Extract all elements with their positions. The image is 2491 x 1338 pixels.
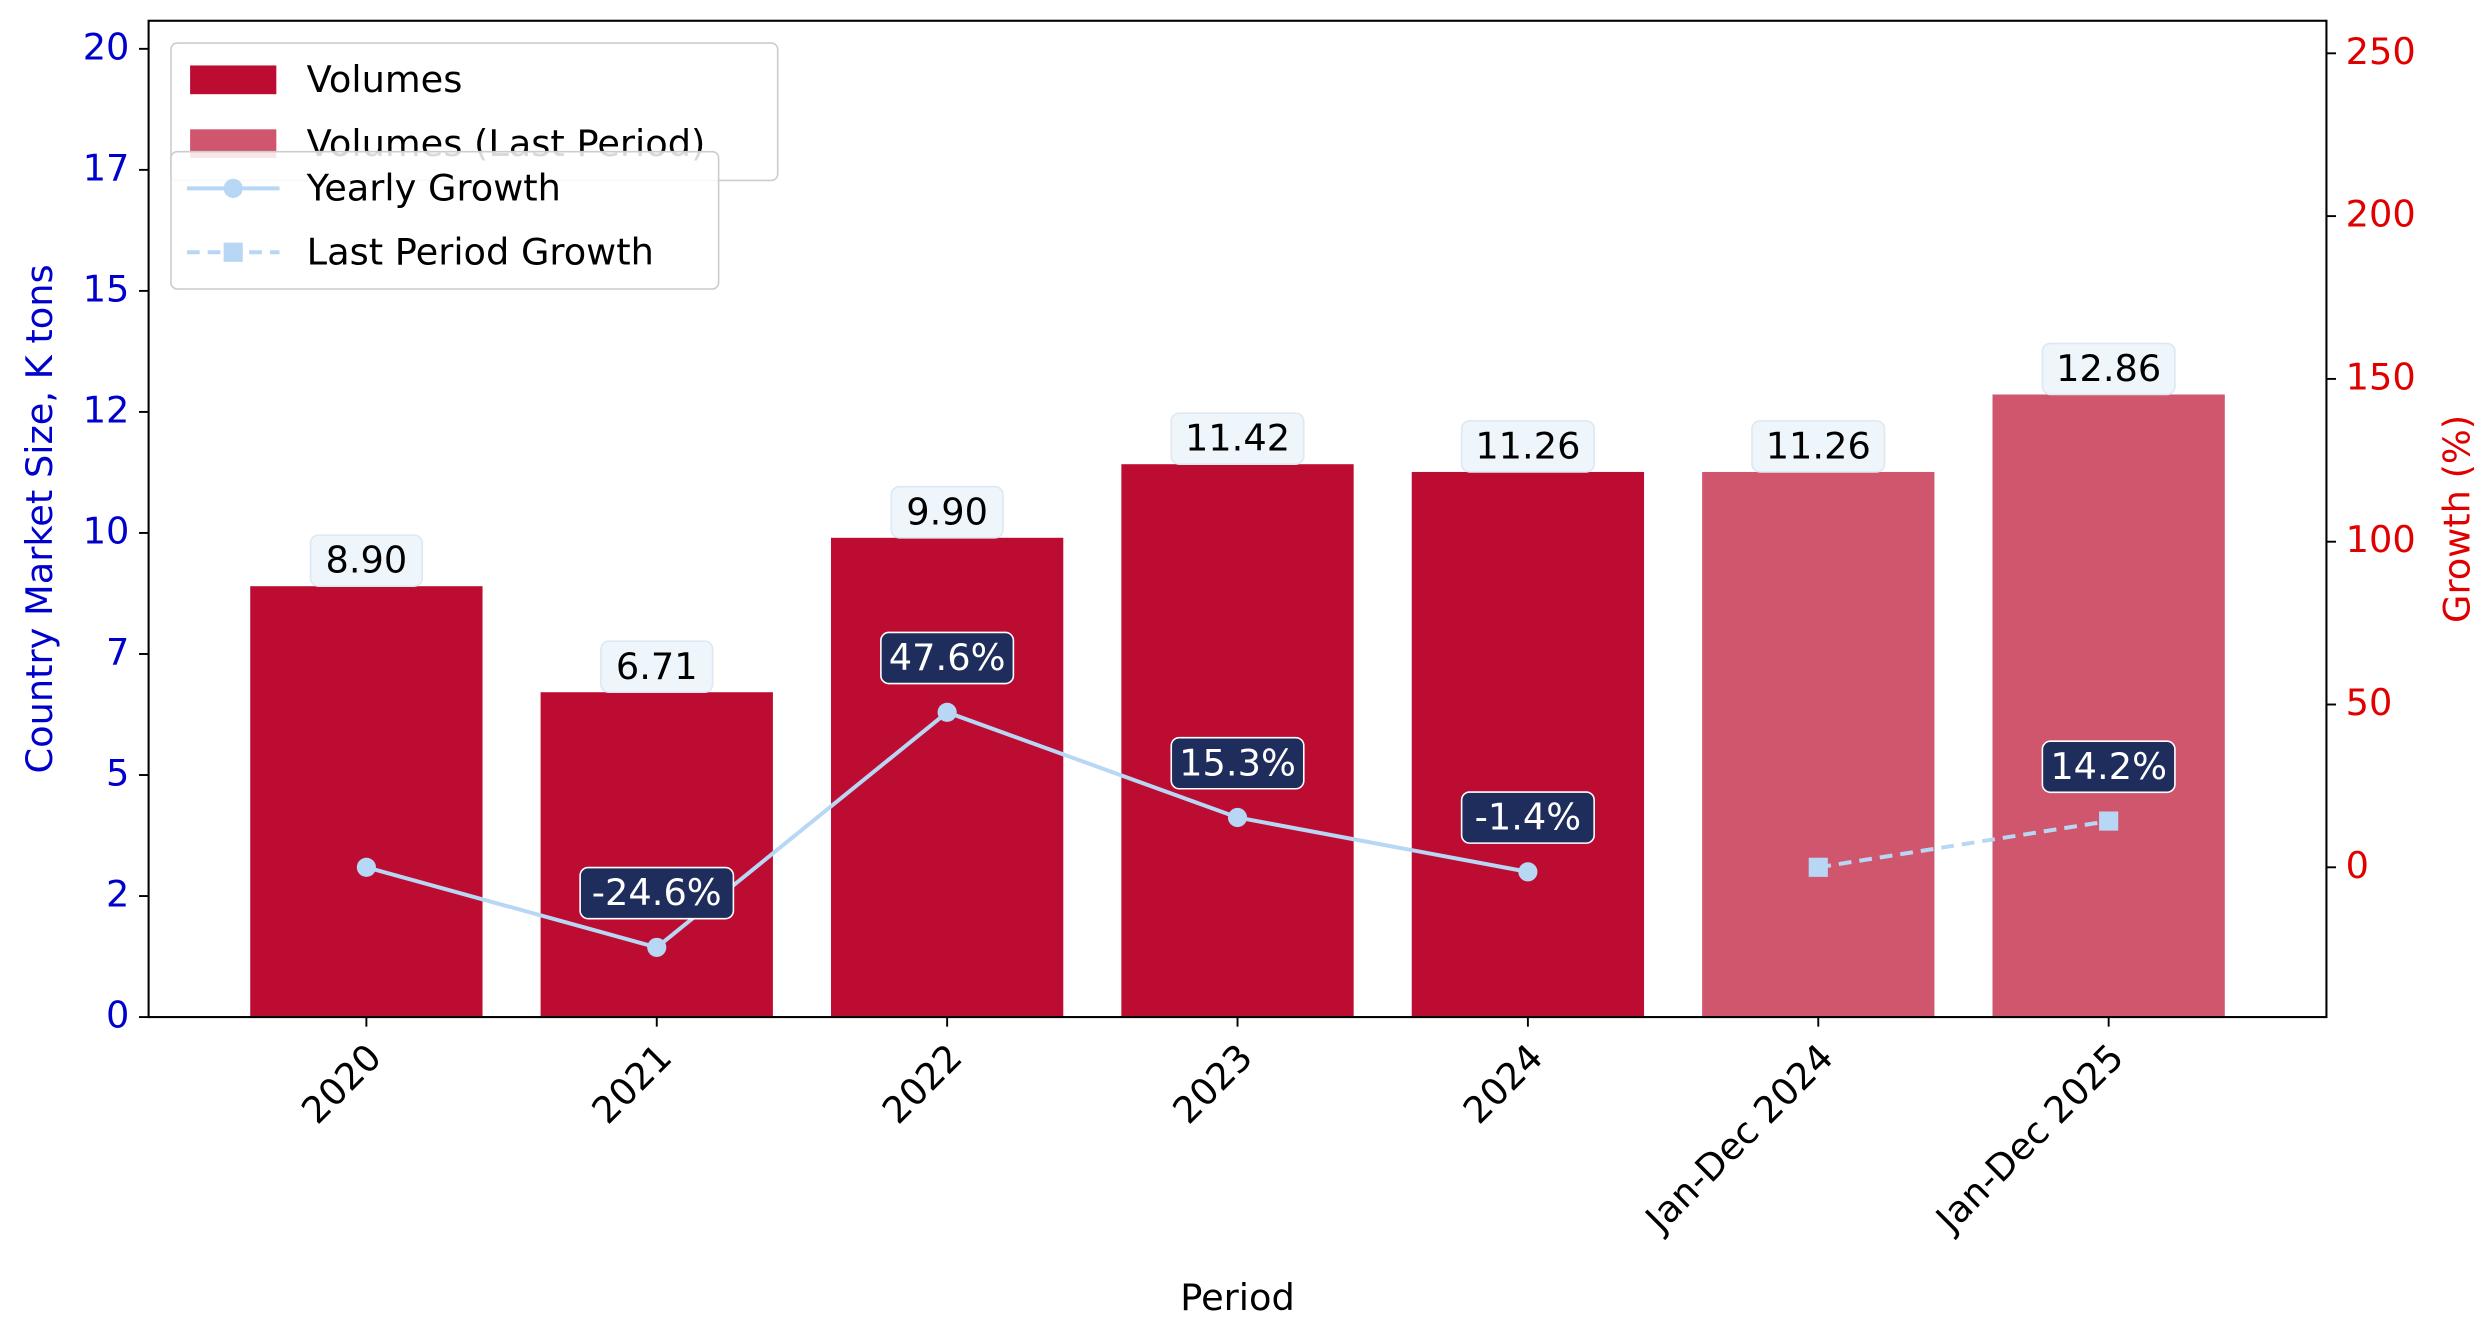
- value-label: 11.26: [1766, 425, 1871, 468]
- value-label: 9.90: [906, 490, 988, 533]
- value-label-box: [600, 640, 714, 694]
- value-label: -24.6%: [592, 871, 722, 914]
- value-label: 11.42: [1185, 417, 1290, 460]
- value-label: 11.26: [1475, 425, 1580, 468]
- legend-swatch: [190, 65, 277, 95]
- marker: [937, 702, 957, 722]
- y2-axis-label: Growth (%): [2435, 415, 2478, 623]
- value-label: 14.2%: [2050, 745, 2167, 788]
- y2-tick-label: 100: [2346, 518, 2416, 561]
- value-label: 47.6%: [889, 636, 1006, 679]
- value-label: 8.90: [325, 539, 407, 582]
- y2-tick-label: 250: [2346, 30, 2416, 73]
- legend-marker: [223, 242, 243, 262]
- value-label-box: [2041, 342, 2176, 396]
- value-label-box: [1751, 420, 1886, 473]
- y-tick-label: 0: [106, 994, 129, 1037]
- bar: [250, 586, 483, 1018]
- y-axis-label: Country Market Size, K tons: [18, 264, 61, 773]
- value-label: 15.3%: [1179, 741, 1296, 784]
- value-label-box: [1460, 420, 1595, 473]
- y-tick-label: 10: [83, 509, 130, 552]
- y2-tick-label: 0: [2346, 844, 2369, 887]
- value-label-box: [880, 631, 1015, 685]
- y-tick-label: 12: [83, 388, 130, 431]
- y-tick-label: 20: [83, 25, 130, 68]
- marker: [2099, 811, 2119, 831]
- y-tick-label: 7: [106, 630, 129, 673]
- value-label: 12.86: [2056, 347, 2161, 390]
- value-label: -1.4%: [1475, 796, 1582, 839]
- value-label-box: [1170, 736, 1305, 790]
- bar: [1702, 471, 1935, 1018]
- marker: [1227, 807, 1248, 828]
- bar: [1992, 394, 2225, 1018]
- marker: [356, 857, 376, 877]
- x-axis-label: Period: [1180, 1276, 1295, 1319]
- value-label-box: [2041, 740, 2176, 794]
- y-tick-label: 15: [83, 267, 130, 310]
- y-tick-label: 17: [83, 146, 130, 189]
- plot-frame: [147, 19, 2328, 1019]
- y2-tick-label: 150: [2346, 355, 2416, 398]
- bar: [540, 692, 773, 1018]
- value-label-box: [890, 485, 1004, 539]
- marker: [647, 937, 667, 957]
- growth-line: [1817, 819, 2109, 870]
- marker: [1518, 862, 1538, 882]
- marker: [1808, 857, 1828, 877]
- value-label: 6.71: [616, 645, 698, 688]
- legend-marker: [223, 178, 243, 198]
- y2-tick-label: 200: [2346, 193, 2416, 236]
- value-label-box: [579, 866, 735, 920]
- value-label-box: [1170, 412, 1305, 466]
- legend-label: Yearly Growth: [306, 167, 561, 210]
- y2-tick-label: 50: [2346, 681, 2393, 724]
- legend-box: [170, 150, 720, 290]
- value-label-box: [309, 534, 424, 588]
- legend-label: Last Period Growth: [307, 230, 654, 273]
- bar: [1411, 471, 1645, 1018]
- y-tick-label: 5: [106, 752, 129, 795]
- value-label-box: [1460, 791, 1595, 844]
- y-tick-label: 2: [106, 873, 129, 916]
- legend-label: Volumes: [307, 58, 463, 101]
